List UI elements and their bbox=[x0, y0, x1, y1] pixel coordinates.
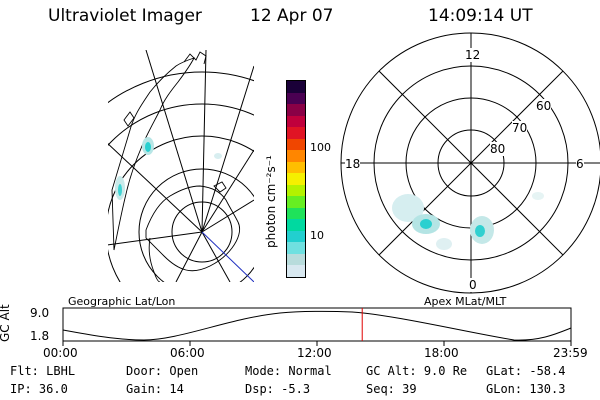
colorbar-segment bbox=[287, 92, 305, 105]
colorbar-segment bbox=[287, 173, 305, 185]
colorbar-segment bbox=[287, 242, 305, 254]
mlt-label-0: 0 bbox=[469, 278, 477, 292]
info-door: Door: Open bbox=[126, 364, 199, 378]
timeline-xtick-2359: 23:59 bbox=[553, 346, 588, 360]
colorbar-tick-10: 10 bbox=[310, 229, 324, 242]
timeline-xtick-0600: 06:00 bbox=[170, 346, 205, 360]
info-mode: Mode: Normal bbox=[245, 364, 332, 378]
timeline-xtick-1800: 18:00 bbox=[424, 346, 459, 360]
lat-label-80: 80 bbox=[490, 142, 506, 156]
colorbar-segment bbox=[287, 115, 305, 128]
info-ip: IP: 36.0 bbox=[10, 382, 68, 396]
info-glat: GLat: -58.4 bbox=[486, 364, 566, 378]
colorbar-segment bbox=[287, 104, 305, 116]
colorbar-segment bbox=[287, 81, 305, 93]
colorbar-segment bbox=[287, 207, 305, 220]
timeline-ytick-max: 9.0 bbox=[30, 306, 50, 320]
colorbar-tick-100: 100 bbox=[310, 141, 331, 154]
colorbar-segment bbox=[287, 196, 305, 208]
info-glon: GLon: 130.3 bbox=[486, 382, 566, 396]
colorbar bbox=[286, 80, 306, 278]
geo-panel-label: Geographic Lat/Lon bbox=[68, 295, 176, 308]
colorbar-segment bbox=[287, 127, 305, 139]
info-gain: Gain: 14 bbox=[126, 382, 184, 396]
colorbar-segment bbox=[287, 265, 305, 277]
info-flt: Flt: LBHL bbox=[10, 364, 76, 378]
colorbar-segment bbox=[287, 219, 305, 231]
timeline-ytick-min: 1.8 bbox=[30, 329, 50, 343]
colorbar-segment bbox=[287, 138, 305, 151]
info-seq: Seq: 39 bbox=[366, 382, 417, 396]
lat-label-70: 70 bbox=[512, 121, 528, 135]
instrument-title: Ultraviolet Imager bbox=[48, 6, 202, 26]
polar-panel-label: Apex MLat/MLT bbox=[424, 295, 507, 308]
time-label: 14:09:14 UT bbox=[428, 6, 533, 26]
lat-label-60: 60 bbox=[536, 99, 552, 113]
mlt-label-12: 12 bbox=[465, 48, 481, 62]
colorbar-segment bbox=[287, 184, 305, 197]
date-label: 12 Apr 07 bbox=[250, 6, 334, 26]
colorbar-segment bbox=[287, 161, 305, 174]
mlt-label-6: 6 bbox=[576, 157, 584, 171]
timeline-xtick-1200: 12:00 bbox=[297, 346, 332, 360]
colorbar-segment bbox=[287, 150, 305, 162]
colorbar-segment bbox=[287, 230, 305, 243]
timeline-xtick-0000: 00:00 bbox=[43, 346, 78, 360]
mlt-label-18: 18 bbox=[345, 157, 361, 171]
timeline-ylabel: GC Alt bbox=[0, 304, 12, 342]
info-dsp: Dsp: -5.3 bbox=[245, 382, 311, 396]
colorbar-segment bbox=[287, 253, 305, 266]
info-gc-alt: GC Alt: 9.0 Re bbox=[366, 364, 468, 378]
